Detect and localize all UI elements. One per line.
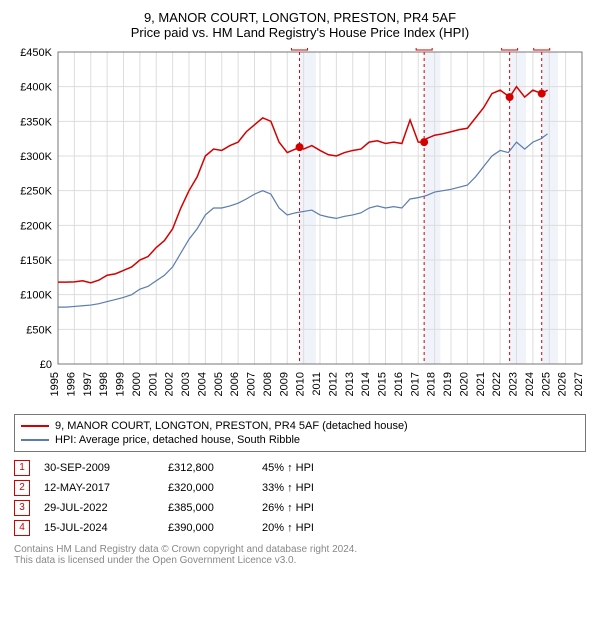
svg-text:1995: 1995 — [49, 372, 61, 396]
page-title: 9, MANOR COURT, LONGTON, PRESTON, PR4 5A… — [10, 10, 590, 25]
svg-text:2009: 2009 — [278, 372, 290, 396]
page-subtitle: Price paid vs. HM Land Registry's House … — [10, 25, 590, 40]
sale-delta: 20% ↑ HPI — [262, 522, 362, 534]
sale-date: 30-SEP-2009 — [44, 462, 154, 474]
svg-text:2023: 2023 — [508, 372, 520, 396]
svg-text:2026: 2026 — [557, 372, 569, 396]
svg-text:£450K: £450K — [20, 48, 52, 59]
svg-text:2019: 2019 — [442, 372, 454, 396]
svg-text:£200K: £200K — [20, 220, 52, 232]
sale-row: 2 12-MAY-2017 £320,000 33% ↑ HPI — [14, 478, 586, 498]
svg-text:3: 3 — [507, 48, 513, 49]
sale-price: £320,000 — [168, 482, 248, 494]
svg-text:2010: 2010 — [295, 372, 307, 396]
sale-row: 3 29-JUL-2022 £385,000 26% ↑ HPI — [14, 498, 586, 518]
svg-text:2012: 2012 — [327, 372, 339, 396]
legend-swatch — [21, 439, 49, 441]
svg-text:2: 2 — [421, 48, 427, 49]
sale-delta: 33% ↑ HPI — [262, 482, 362, 494]
sale-date: 12-MAY-2017 — [44, 482, 154, 494]
svg-text:2018: 2018 — [426, 372, 438, 396]
svg-text:£150K: £150K — [20, 255, 52, 267]
sale-row: 4 15-JUL-2024 £390,000 20% ↑ HPI — [14, 518, 586, 538]
svg-text:2015: 2015 — [377, 372, 389, 396]
svg-text:1996: 1996 — [65, 372, 77, 396]
footer-line-2: This data is licensed under the Open Gov… — [14, 555, 586, 566]
legend-label: HPI: Average price, detached house, Sout… — [55, 434, 300, 446]
price-chart: £0 £50K £100K £150K £200K £250K £300K £350K £400… — [10, 48, 590, 408]
sale-marker: 1 — [14, 460, 30, 476]
svg-text:2002: 2002 — [164, 372, 176, 396]
svg-text:1998: 1998 — [98, 372, 110, 396]
svg-text:2006: 2006 — [229, 372, 241, 396]
svg-text:2001: 2001 — [147, 372, 159, 396]
footer-line-1: Contains HM Land Registry data © Crown c… — [14, 544, 586, 555]
legend: 9, MANOR COURT, LONGTON, PRESTON, PR4 5A… — [14, 414, 586, 452]
sale-marker: 3 — [14, 500, 30, 516]
svg-text:2007: 2007 — [246, 372, 258, 396]
svg-text:1999: 1999 — [115, 372, 127, 396]
legend-swatch — [21, 425, 49, 427]
sale-price: £390,000 — [168, 522, 248, 534]
svg-text:2000: 2000 — [131, 372, 143, 396]
sale-date: 29-JUL-2022 — [44, 502, 154, 514]
svg-text:1997: 1997 — [82, 372, 94, 396]
sale-row: 1 30-SEP-2009 £312,800 45% ↑ HPI — [14, 458, 586, 478]
svg-text:2008: 2008 — [262, 372, 274, 396]
svg-text:2004: 2004 — [196, 372, 208, 396]
svg-text:2014: 2014 — [360, 372, 372, 396]
sale-date: 15-JUL-2024 — [44, 522, 154, 534]
sale-price: £385,000 — [168, 502, 248, 514]
chart-container: £0 £50K £100K £150K £200K £250K £300K £350K £400… — [10, 48, 590, 408]
svg-text:£400K: £400K — [20, 82, 52, 94]
svg-text:£250K: £250K — [20, 186, 52, 198]
legend-label: 9, MANOR COURT, LONGTON, PRESTON, PR4 5A… — [55, 420, 408, 432]
legend-row: HPI: Average price, detached house, Sout… — [21, 433, 579, 447]
svg-text:2021: 2021 — [475, 372, 487, 396]
svg-text:2017: 2017 — [409, 372, 421, 396]
sale-delta: 26% ↑ HPI — [262, 502, 362, 514]
sale-delta: 45% ↑ HPI — [262, 462, 362, 474]
svg-text:2011: 2011 — [311, 372, 323, 396]
svg-text:2003: 2003 — [180, 372, 192, 396]
svg-text:2022: 2022 — [491, 372, 503, 396]
svg-text:1: 1 — [297, 48, 303, 49]
svg-text:£350K: £350K — [20, 116, 52, 128]
sales-table: 1 30-SEP-2009 £312,800 45% ↑ HPI 2 12-MAY-201… — [14, 458, 586, 538]
sale-price: £312,800 — [168, 462, 248, 474]
svg-text:2024: 2024 — [524, 372, 536, 396]
legend-row: 9, MANOR COURT, LONGTON, PRESTON, PR4 5A… — [21, 419, 579, 433]
svg-text:2020: 2020 — [458, 372, 470, 396]
sale-marker: 4 — [14, 520, 30, 536]
svg-text:£0: £0 — [40, 359, 52, 371]
svg-text:£300K: £300K — [20, 151, 52, 163]
sale-marker: 2 — [14, 480, 30, 496]
svg-text:2013: 2013 — [344, 372, 356, 396]
footer-attribution: Contains HM Land Registry data © Crown c… — [14, 544, 586, 566]
svg-text:2016: 2016 — [393, 372, 405, 396]
svg-text:2005: 2005 — [213, 372, 225, 396]
svg-text:2027: 2027 — [573, 372, 585, 396]
svg-text:4: 4 — [539, 48, 545, 49]
svg-text:2025: 2025 — [540, 372, 552, 396]
svg-text:£100K: £100K — [20, 290, 52, 302]
svg-text:£50K: £50K — [26, 324, 52, 336]
